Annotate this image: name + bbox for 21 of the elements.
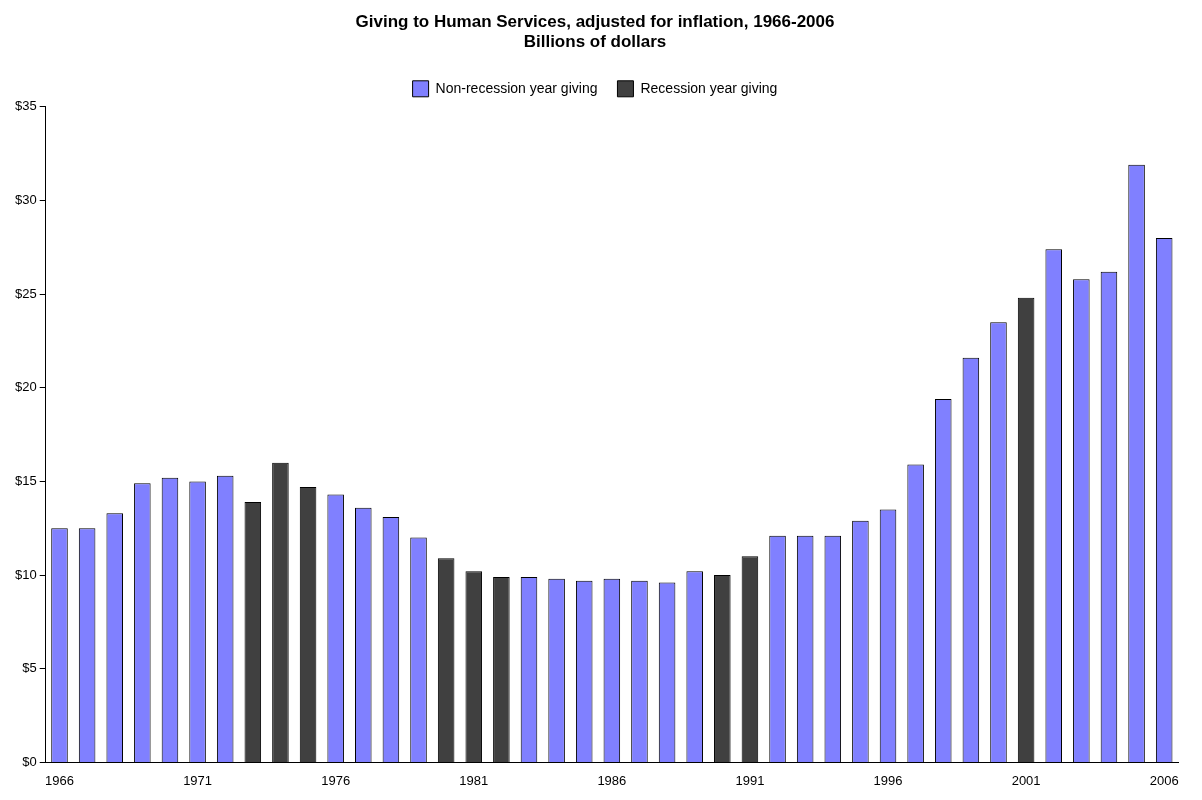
chart-subtitle: Billions of dollars: [523, 32, 667, 52]
x-tick-label: 1981: [459, 772, 489, 788]
x-tick-label: 1966: [45, 772, 74, 788]
x-tick-label: 2006: [1149, 772, 1179, 788]
y-tick-label: $0: [22, 753, 37, 769]
y-tick-label: $25: [14, 285, 37, 301]
legend-label: Non-recession year giving: [435, 79, 598, 96]
y-tick-label: $20: [14, 379, 37, 395]
x-tick-label: 1996: [873, 772, 903, 788]
legend-label: Recession year giving: [640, 79, 778, 96]
x-tick-label: 1986: [597, 772, 627, 788]
chart-title: Giving to Human Services, adjusted for inflation, 1966-2006: [355, 11, 835, 31]
x-tick-label: 1991: [735, 772, 765, 788]
x-tick-label: 1971: [183, 772, 213, 788]
x-tick-label: 2001: [1011, 772, 1041, 788]
y-tick-label: $15: [14, 473, 37, 489]
y-tick-label: $5: [22, 660, 37, 676]
x-tick-label: 1976: [321, 772, 351, 788]
y-tick-label: $35: [14, 98, 37, 114]
y-tick-label: $10: [14, 566, 37, 582]
y-tick-label: $30: [14, 192, 37, 208]
